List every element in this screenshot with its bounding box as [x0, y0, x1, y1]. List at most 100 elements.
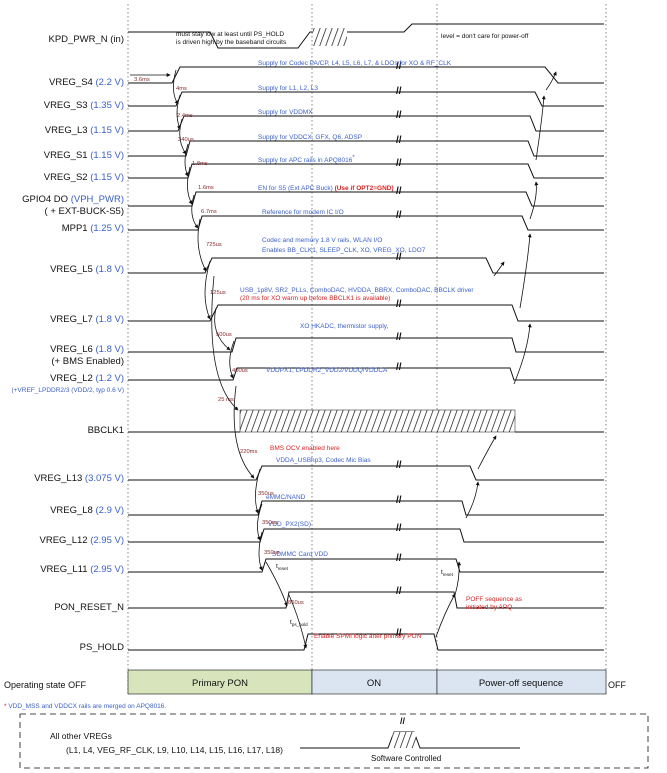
signal-label-l3: VREG_L3 (1.15 V) [45, 125, 124, 136]
delay-5: 1.8ms [192, 161, 208, 167]
software-controlled-label: Software Controlled [371, 754, 441, 763]
svg-text://: // [400, 716, 406, 726]
waveform-l11 [128, 558, 604, 573]
time-break-marks: // // // // // // // // // // // // // // // // // [396, 61, 402, 639]
svg-text://: // [396, 332, 402, 343]
delay-7: 6.7ms [201, 209, 217, 215]
footnote: * VDD_MSS and VDDCX rails are merged on … [4, 703, 166, 710]
note-l8: eMMC/NAND [266, 494, 306, 501]
waveform-l12 [128, 528, 604, 543]
svg-text://: // [396, 61, 402, 72]
signal-label-l2-sub: (+VREF_LPDDR2/3 (VDD/2, typ 0.6 V) [11, 387, 124, 394]
signal-label-l8: VREG_L8 (2.9 V) [50, 505, 124, 516]
svg-text://: // [396, 158, 402, 169]
state-primary-pon [127, 669, 313, 695]
svg-text://: // [396, 362, 402, 373]
note-s2: Supply for APC rails in APQ8016* [258, 155, 355, 164]
waveform-s1 [128, 140, 604, 157]
other-vregs-box: All other VREGs (L1, L4, VEG_RF_CLK, L9,… [19, 713, 649, 769]
waveform-l2 [128, 367, 604, 381]
svg-text://: // [396, 628, 402, 639]
operating-state-bar: Operating state OFF Primary PON ON Power… [4, 669, 626, 695]
note-poff-b: initiated by APQ [466, 604, 512, 611]
svg-text://: // [396, 252, 402, 263]
svg-text://: // [396, 210, 402, 221]
signal-labels: KPD_PWR_N (in) VREG_S4 (2.2 V) VREG_S3 (… [11, 34, 124, 653]
note-s3: Supply for L1, L2, L3 [258, 85, 318, 92]
signal-label-s3: VREG_S3 (1.35 V) [44, 100, 124, 111]
delay-4: 340us [178, 137, 194, 143]
note-t-reset2: treset [441, 569, 454, 577]
signal-label-s1: VREG_S1 (1.15 V) [44, 150, 124, 161]
waveform-mpp1 [128, 215, 604, 231]
waveform-l13 [128, 465, 604, 481]
waveform-pon [128, 591, 604, 609]
signal-label-l6: VREG_L6 (1.8 V) [50, 344, 124, 355]
signal-label-l2: VREG_L2 (1.2 V) [50, 373, 124, 384]
waveform-s2 [128, 163, 604, 179]
signal-label-pshold: PS_HOLD [80, 642, 124, 653]
svg-text://: // [396, 135, 402, 146]
state-poff [436, 669, 607, 695]
note-gpio4: EN for S5 (Ext APC Buck) (Use if OPT2=GN… [258, 185, 394, 192]
signal-label-mpp1: MPP1 (1.25 V) [62, 223, 124, 234]
state-poff-label: Power-off sequence [479, 678, 563, 689]
note-l5-a: Codec and memory 1.8 V rails, WLAN I/O [262, 237, 382, 244]
note-s4: Supply for Codec PA/CP, L4, L5, L6, L7, … [258, 60, 452, 67]
svg-text://: // [396, 186, 402, 197]
note-bms: BMS OCV enabled here [270, 445, 340, 452]
signal-label-l12: VREG_L12 (2.95 V) [40, 535, 125, 546]
delay-14: 350us [258, 491, 274, 497]
signal-label-l11: VREG_L11 (2.95 V) [40, 564, 124, 575]
delay-6: 1.6ms [198, 185, 214, 191]
state-primary-pon-label: Primary PON [192, 678, 248, 689]
annotations: must stay low at least until PS_HOLD is … [176, 31, 528, 640]
svg-text://: // [396, 553, 402, 564]
signal-label-kpd: KPD_PWR_N (in) [49, 34, 125, 45]
waveform-l8 [128, 500, 604, 516]
delay-9: 125us [210, 290, 226, 296]
other-vregs-list: (L1, L4, VEG_RF_CLK, L9, L10, L14, L15, … [66, 745, 283, 755]
note-kpd-care: level = don't care for power-off [441, 33, 528, 40]
note-l5-b: Enables BB_CLK1, SLEEP_CLK, XO, VREG_XO,… [262, 247, 426, 254]
note-l3: Supply for VDDMX [258, 109, 313, 116]
note-mpp1: Reference for modem IC I/O [262, 209, 344, 216]
note-l12: VDD_PX2(SD) [268, 521, 311, 528]
note-l13: VDDA_USBhp3, Codec Mic Bias [276, 457, 371, 464]
svg-text://: // [396, 495, 402, 506]
note-t-pshold: tps_hold [290, 619, 308, 627]
note-l7-b: (20 ms for XO warm up before BBCLK1 is a… [240, 295, 390, 302]
waveform-l6 [128, 337, 604, 353]
signal-label-l6-sub: (+ BMS Enabled) [51, 356, 124, 367]
waveforms [128, 23, 604, 651]
delay-10: 500us [216, 332, 232, 338]
note-pshold: Enable SPMI logic after primary PON [314, 633, 422, 640]
delay-17: 850us [288, 600, 304, 606]
svg-text://: // [396, 110, 402, 121]
waveform-l7 [128, 304, 604, 322]
operating-state-label: Operating state OFF [4, 680, 87, 690]
signal-label-l7: VREG_L7 (1.8 V) [50, 314, 124, 325]
signal-label-bbclk: BBCLK1 [88, 425, 124, 436]
delay-13: 220ms [240, 449, 258, 455]
waveform-pshold [128, 633, 604, 651]
note-t-reset: treset [276, 563, 289, 571]
delay-16: 350us [264, 550, 280, 556]
signal-label-l5: VREG_L5 (1.8 V) [50, 264, 124, 275]
svg-text://: // [396, 586, 402, 597]
delay-8: 725us [206, 242, 222, 248]
signal-label-s2: VREG_S2 (1.15 V) [44, 172, 124, 183]
signal-label-gpio4-sub: ( + EXT-BUCK-S5) [45, 206, 124, 217]
signal-label-l13: VREG_L13 (3.075 V) [34, 473, 124, 484]
waveform-l5 [128, 257, 604, 274]
waveform-s3 [128, 91, 604, 107]
signal-label-gpio4: GPIO4 DO (VPH_PWR) [22, 194, 124, 205]
delay-12: 25 ms [218, 397, 234, 403]
svg-text://: // [396, 299, 402, 310]
signal-label-pon: PON_RESET_N [54, 602, 124, 613]
phase-divider-lines [127, 4, 607, 695]
note-kpd-low2: is driven high by the baseband circuits [176, 39, 287, 46]
svg-text://: // [396, 523, 402, 534]
delay-2: 4ms [176, 86, 187, 92]
signal-label-s4: VREG_S4 (2.2 V) [49, 77, 124, 88]
